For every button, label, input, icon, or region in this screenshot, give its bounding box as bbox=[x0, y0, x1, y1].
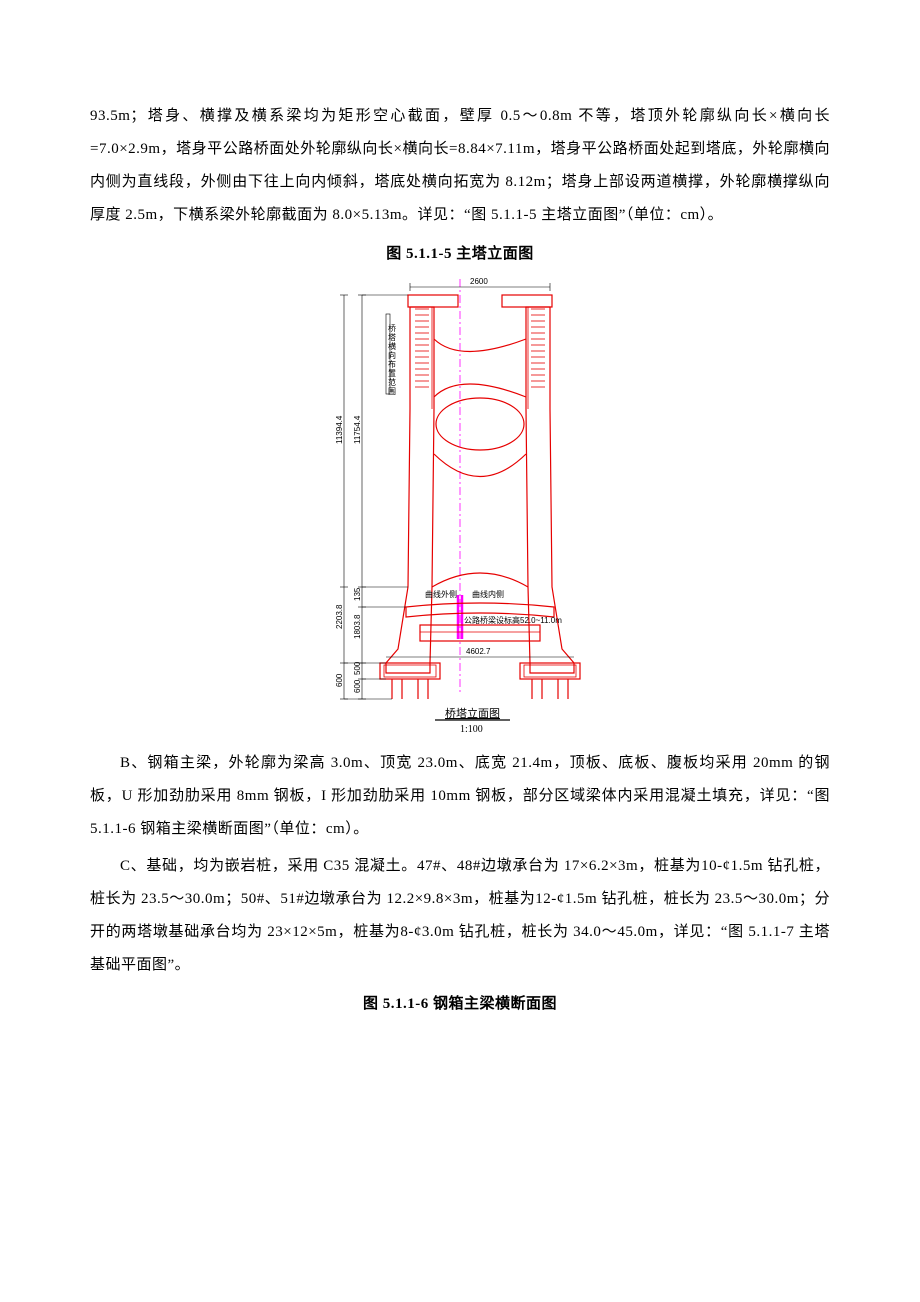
figure-tower-elevation: 2600 bbox=[90, 269, 830, 739]
anchor-right bbox=[531, 309, 545, 387]
dim-l-2: 2203.8 bbox=[335, 604, 344, 629]
figure-caption-1: 图 5.1.1-5 主塔立面图 bbox=[90, 242, 830, 263]
tower-svg: 2600 bbox=[280, 269, 640, 739]
curve-outer-label: 曲线外侧 bbox=[425, 589, 457, 599]
figure-caption-2: 图 5.1.1-6 钢箱主梁横断面图 bbox=[90, 992, 830, 1013]
paragraph-1: 93.5m；塔身、横撑及横系梁均为矩形空心截面，壁厚 0.5～0.8m 不等，塔… bbox=[90, 100, 830, 232]
document-page: 93.5m；塔身、横撑及横系梁均为矩形空心截面，壁厚 0.5～0.8m 不等，塔… bbox=[0, 0, 920, 1079]
dim-top-width: 2600 bbox=[470, 277, 488, 286]
anchor-left bbox=[415, 309, 429, 387]
figure-title-cn: 桥塔立面图 bbox=[445, 706, 500, 720]
dim-bottom-width: 4602.7 bbox=[466, 647, 491, 656]
curve-inner-label: 曲线内侧 bbox=[472, 589, 504, 599]
side-brace-text: 桥塔横向布置范围 bbox=[388, 323, 397, 396]
dim-l-135: 135 bbox=[353, 587, 362, 601]
dim-l-3: 1803.8 bbox=[353, 614, 362, 639]
paragraph-3: C、基础，均为嵌岩桩，采用 C35 混凝土。47#、48#边墩承台为 17×6.… bbox=[90, 850, 830, 982]
figure-scale: 1:100 bbox=[460, 724, 483, 735]
dim-l-5: 600 bbox=[353, 679, 362, 693]
dim-l-1b: 11754.4 bbox=[353, 415, 362, 444]
road-elev-label: 公路桥梁设标高52.0~11.0m bbox=[464, 615, 562, 625]
paragraph-2: B、钢箱主梁，外轮廓为梁高 3.0m、顶宽 23.0m、底宽 21.4m，顶板、… bbox=[90, 747, 830, 846]
dim-l-6: 600 bbox=[335, 673, 344, 687]
dim-l-1: 11394.4 bbox=[335, 415, 344, 444]
